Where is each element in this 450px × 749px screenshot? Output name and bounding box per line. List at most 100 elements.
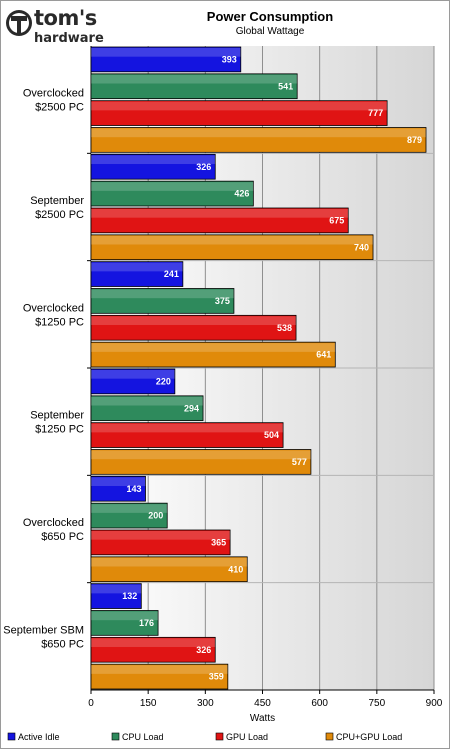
- category-label: $2500 PC: [35, 102, 84, 114]
- legend-label: GPU Load: [226, 732, 268, 742]
- hammer-icon: [6, 10, 32, 36]
- bar: [90, 395, 204, 422]
- bar: [90, 46, 242, 73]
- category-label: Overclocked: [23, 517, 84, 529]
- data-label: 740: [354, 242, 369, 252]
- bar: [90, 180, 254, 207]
- chart-title: Power Consumption: [206, 9, 334, 24]
- legend-label: Active Idle: [18, 732, 60, 742]
- data-label: 641: [316, 350, 331, 360]
- data-label: 777: [368, 108, 383, 118]
- data-label: 143: [126, 484, 141, 494]
- logo: tom's hardware: [4, 4, 114, 48]
- legend-swatch: [215, 732, 224, 741]
- bar: [90, 636, 216, 663]
- category-label: $1250 PC: [35, 424, 84, 436]
- x-tick-label: 900: [426, 698, 443, 709]
- bar: [90, 73, 298, 100]
- bar-highlight: [91, 638, 216, 648]
- category-label: $650 PC: [41, 638, 84, 650]
- x-tick-label: 150: [140, 698, 157, 709]
- x-tick-label: 0: [88, 698, 94, 709]
- bar-highlight: [91, 289, 234, 299]
- bar-highlight: [91, 101, 388, 111]
- bar-highlight: [91, 423, 284, 433]
- x-tick-label: 750: [368, 698, 385, 709]
- category-label: September: [30, 410, 84, 422]
- bar-highlight: [91, 477, 146, 487]
- bar: [90, 234, 374, 261]
- data-label: 132: [122, 591, 137, 601]
- bar: [90, 100, 388, 126]
- data-label: 504: [264, 430, 279, 440]
- data-label: 220: [156, 376, 171, 386]
- data-label: 241: [164, 269, 179, 279]
- bar: [90, 502, 168, 529]
- bar: [90, 610, 159, 636]
- bar-highlight: [91, 262, 183, 272]
- data-label: 200: [148, 511, 163, 521]
- bar: [90, 261, 184, 287]
- data-label: 577: [292, 457, 307, 467]
- legend-label: CPU Load: [122, 732, 164, 742]
- bar: [90, 449, 312, 475]
- category-label: Overclocked: [23, 302, 84, 314]
- bar-highlight: [91, 316, 297, 326]
- x-tick-label: 300: [197, 698, 214, 709]
- data-label: 176: [139, 618, 154, 628]
- logo-hardware: hardware: [34, 31, 104, 46]
- data-label: 326: [196, 162, 211, 172]
- bar: [90, 583, 142, 609]
- bar-highlight: [91, 450, 311, 460]
- bar: [90, 556, 248, 583]
- data-label: 326: [196, 645, 211, 655]
- data-label: 426: [234, 189, 249, 199]
- data-label: 410: [228, 564, 243, 574]
- data-label: 294: [184, 403, 199, 413]
- bar-highlight: [91, 48, 241, 57]
- x-tick-label: 450: [254, 698, 271, 709]
- legend-label: CPU+GPU Load: [336, 732, 402, 742]
- data-label: 365: [211, 537, 226, 547]
- logo-toms: tom's: [34, 6, 97, 30]
- data-label: 393: [222, 54, 237, 64]
- legend-swatch: [111, 732, 120, 741]
- x-axis-title: Watts: [250, 713, 275, 724]
- bar-highlight: [91, 665, 228, 674]
- bar-highlight: [91, 584, 142, 594]
- data-label: 538: [277, 323, 292, 333]
- data-label: 675: [329, 215, 344, 225]
- bar-highlight: [91, 74, 298, 84]
- bar: [90, 153, 216, 180]
- category-label: $2500 PC: [35, 209, 84, 221]
- bar-highlight: [91, 182, 254, 191]
- bar-highlight: [91, 531, 231, 540]
- data-label: 375: [215, 296, 230, 306]
- bar: [90, 341, 336, 368]
- bar-highlight: [91, 128, 426, 138]
- bar: [90, 127, 427, 153]
- bar: [90, 475, 146, 502]
- bar: [90, 288, 235, 314]
- data-label: 359: [209, 672, 224, 682]
- category-label: Overclocked: [23, 88, 84, 100]
- chart-subtitle: Global Wattage: [235, 26, 305, 37]
- bar-highlight: [91, 343, 336, 352]
- bar: [90, 368, 176, 395]
- bar-highlight: [91, 155, 216, 165]
- bar: [90, 422, 284, 448]
- category-label: September: [30, 195, 84, 207]
- bar-highlight: [91, 209, 349, 218]
- bar: [90, 314, 297, 341]
- bar: [90, 529, 231, 556]
- data-label: 879: [407, 135, 422, 145]
- bar-highlight: [91, 235, 374, 245]
- bar-highlight: [91, 611, 159, 621]
- bar-highlight: [91, 370, 175, 379]
- legend-swatch: [325, 732, 334, 741]
- bar: [90, 663, 229, 690]
- bar-highlight: [91, 557, 248, 567]
- legend-swatch: [7, 732, 16, 741]
- category-label: $1250 PC: [35, 316, 84, 328]
